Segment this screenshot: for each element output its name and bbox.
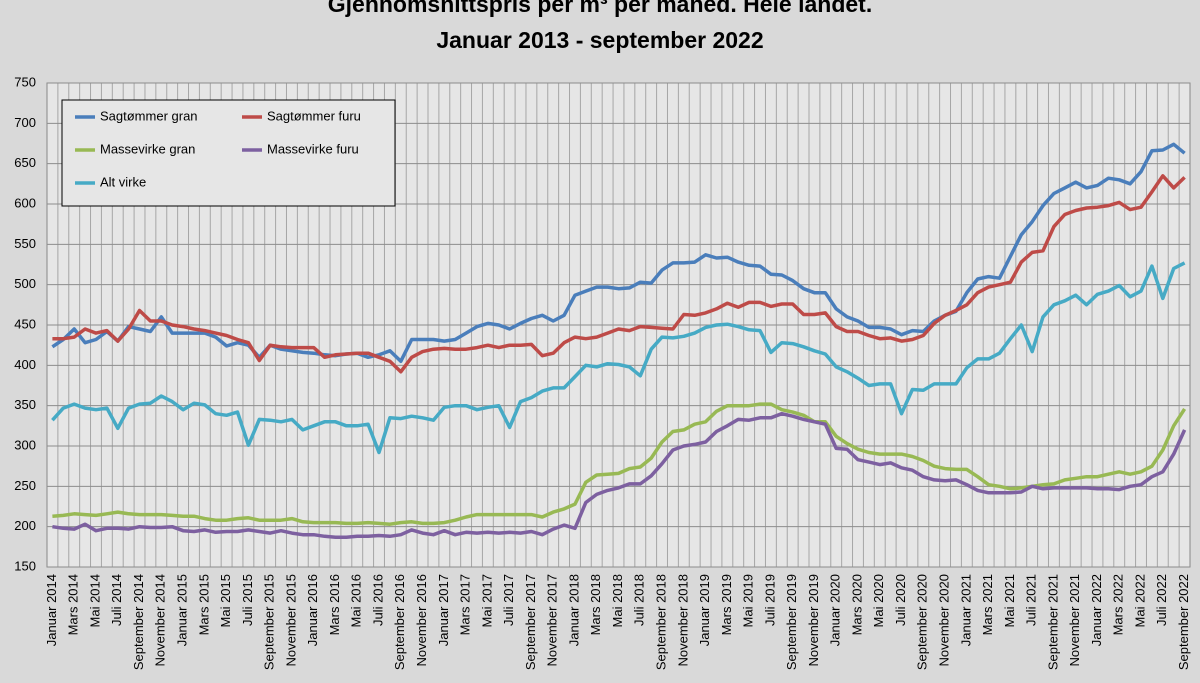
x-tick-label: Mars 2022 bbox=[1111, 574, 1126, 635]
x-tick-label: November 2015 bbox=[283, 574, 298, 667]
legend-label: Massevirke furu bbox=[267, 141, 359, 156]
y-tick-label: 350 bbox=[14, 397, 36, 412]
x-tick-label: November 2019 bbox=[806, 574, 821, 667]
y-tick-label: 150 bbox=[14, 558, 36, 573]
x-tick-label: Mai 2016 bbox=[349, 574, 364, 627]
x-tick-label: Januar 2016 bbox=[305, 574, 320, 646]
x-tick-label: September 2015 bbox=[262, 574, 277, 670]
x-tick-label: November 2017 bbox=[545, 574, 560, 667]
series-line bbox=[51, 261, 1186, 455]
y-tick-label: 400 bbox=[14, 357, 36, 372]
x-tick-label: November 2018 bbox=[675, 574, 690, 667]
x-tick-label: Mars 2014 bbox=[66, 574, 81, 635]
x-tick-label: Mars 2015 bbox=[196, 574, 211, 635]
x-tick-label: November 2014 bbox=[153, 574, 168, 667]
x-tick-label: September 2018 bbox=[653, 574, 668, 670]
series-line bbox=[52, 174, 1186, 374]
x-tick-label: Januar 2017 bbox=[436, 574, 451, 646]
x-tick-label: Juli 2020 bbox=[893, 574, 908, 626]
x-tick-label: Mai 2019 bbox=[741, 574, 756, 627]
x-tick-label: Mai 2021 bbox=[1002, 574, 1017, 627]
y-tick-label: 450 bbox=[14, 316, 36, 331]
legend-label: Alt virke bbox=[100, 174, 146, 189]
x-tick-label: November 2020 bbox=[937, 574, 952, 667]
x-tick-label: Mai 2015 bbox=[218, 574, 233, 627]
x-tick-label: Juli 2014 bbox=[109, 574, 124, 626]
x-tick-label: Mars 2017 bbox=[458, 574, 473, 635]
x-tick-label: Mars 2019 bbox=[719, 574, 734, 635]
x-tick-label: Mars 2016 bbox=[327, 574, 342, 635]
legend-label: Sagtømmer furu bbox=[267, 108, 361, 123]
y-tick-label: 550 bbox=[14, 236, 36, 251]
x-tick-label: September 2019 bbox=[784, 574, 799, 670]
legend: Sagtømmer gran Sagtømmer furu Massevirke g… bbox=[61, 99, 396, 207]
x-tick-label: Januar 2019 bbox=[697, 574, 712, 646]
x-tick-label: Juli 2017 bbox=[501, 574, 516, 626]
x-tick-label: September 2020 bbox=[915, 574, 930, 670]
x-tick-label: November 2016 bbox=[414, 574, 429, 667]
legend-label: Massevirke gran bbox=[100, 141, 195, 156]
y-tick-label: 650 bbox=[14, 155, 36, 170]
x-tick-label: Januar 2022 bbox=[1089, 574, 1104, 646]
x-tick-label: Juli 2018 bbox=[632, 574, 647, 626]
y-tick-label: 600 bbox=[14, 195, 36, 210]
legend-label: Sagtømmer gran bbox=[100, 108, 198, 123]
lines bbox=[51, 142, 1187, 539]
x-tick-label: Mai 2022 bbox=[1132, 574, 1147, 627]
y-tick-label: 700 bbox=[14, 115, 36, 130]
chart-subtitle: Januar 2013 - september 2022 bbox=[436, 27, 763, 53]
x-tick-label: Januar 2020 bbox=[828, 574, 843, 646]
series-line bbox=[52, 402, 1187, 526]
x-tick-label: Juli 2021 bbox=[1024, 574, 1039, 626]
x-tick-label: September 2014 bbox=[131, 574, 146, 670]
y-tick-label: 300 bbox=[14, 437, 36, 452]
x-tick-label: Mars 2021 bbox=[980, 574, 995, 635]
x-tick-label: Januar 2021 bbox=[958, 574, 973, 646]
x-tick-label: Juli 2019 bbox=[762, 574, 777, 626]
series-line bbox=[52, 411, 1187, 539]
x-tick-label: Juli 2015 bbox=[240, 574, 255, 626]
x-tick-label: Mai 2014 bbox=[87, 574, 102, 627]
x-tick-label: September 2016 bbox=[392, 574, 407, 670]
x-tick-label: November 2021 bbox=[1067, 574, 1082, 667]
x-tick-label: September 2021 bbox=[1045, 574, 1060, 670]
chart-title: Gjennomsnittspris per m³ per måned. Hele… bbox=[328, 0, 872, 17]
x-tick-label: Juli 2022 bbox=[1154, 574, 1169, 626]
y-tick-label: 500 bbox=[14, 276, 36, 291]
y-tick-label: 750 bbox=[14, 74, 36, 89]
x-tick-label: Mai 2018 bbox=[610, 574, 625, 627]
x-tick-label: Januar 2015 bbox=[175, 574, 190, 646]
x-tick-label: Januar 2014 bbox=[44, 574, 59, 646]
x-tick-label: Juli 2016 bbox=[370, 574, 385, 626]
x-tick-label: September 2022 bbox=[1176, 574, 1191, 670]
x-tick-label: Mai 2017 bbox=[479, 574, 494, 627]
y-tick-label: 200 bbox=[14, 518, 36, 533]
y-tick-label: 250 bbox=[14, 478, 36, 493]
series-line bbox=[51, 142, 1186, 364]
x-tick-label: Mars 2020 bbox=[849, 574, 864, 635]
x-tick-label: Mars 2018 bbox=[588, 574, 603, 635]
x-tick-label: Mai 2020 bbox=[871, 574, 886, 627]
legend-box bbox=[61, 99, 396, 207]
x-tick-label: September 2017 bbox=[523, 574, 538, 670]
x-tick-label: Januar 2018 bbox=[566, 574, 581, 646]
